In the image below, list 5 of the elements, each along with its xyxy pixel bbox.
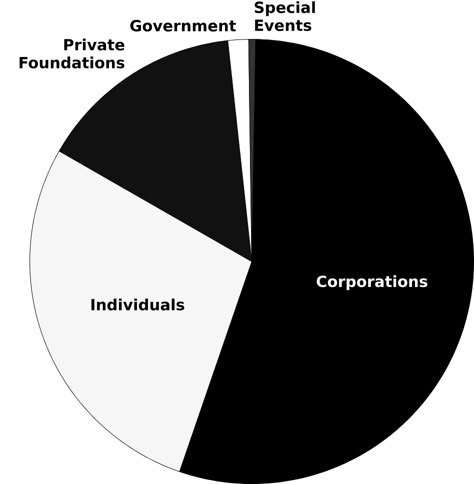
slice-label: Special Events [254, 1, 315, 32]
slice-label: Private Foundations [20, 38, 124, 68]
slice-label: Individuals [91, 298, 184, 310]
slice-label: Government [130, 20, 236, 32]
slice-label: Corporations [316, 275, 428, 290]
